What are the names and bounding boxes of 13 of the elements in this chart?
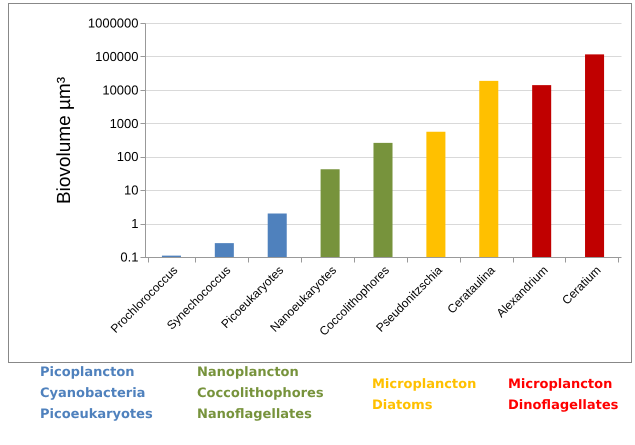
y-tick-label: 10	[124, 182, 138, 198]
y-tick-label: 1	[131, 216, 138, 232]
y-tick-label: 100000	[95, 48, 138, 64]
y-axis-title: Biovolume µm³	[54, 76, 75, 204]
y-tick-label: 100	[116, 149, 138, 164]
text: Picoplancton Cyanobacteria Picoeukaryotes	[40, 364, 153, 424]
y-tick-label: 1000000	[88, 16, 138, 30]
text: Nanoplancton Coccolithophores Nanoflagellates	[197, 364, 324, 424]
text: Microplancton Dinoflagellates	[508, 376, 618, 415]
y-tick-label: 10000	[102, 82, 138, 98]
y-tick-label: 0.1	[120, 250, 138, 264]
y-tick-label: 1000	[110, 116, 138, 131]
text: Microplancton Diatoms	[372, 376, 476, 415]
